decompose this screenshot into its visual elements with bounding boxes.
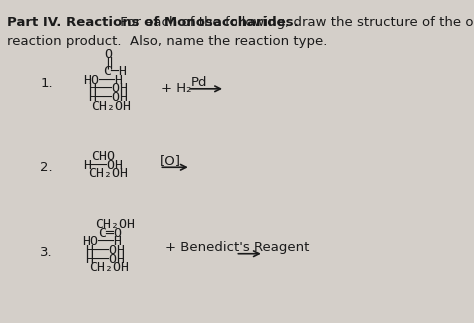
- Text: H──OH: H──OH: [85, 253, 125, 266]
- Text: CH₂OH: CH₂OH: [95, 218, 135, 231]
- Text: + Benedict's Reagent: + Benedict's Reagent: [165, 241, 309, 254]
- Text: HO──H: HO──H: [82, 235, 122, 248]
- Text: H──OH: H──OH: [88, 91, 128, 104]
- Text: [O]: [O]: [159, 154, 181, 167]
- Text: CH₂OH: CH₂OH: [88, 168, 128, 181]
- Text: 3.: 3.: [40, 246, 53, 259]
- Text: CH₂OH: CH₂OH: [89, 261, 129, 274]
- Text: Pd: Pd: [191, 76, 207, 89]
- Text: + H₂: + H₂: [161, 82, 191, 95]
- Text: 1.: 1.: [40, 77, 53, 89]
- Text: CH₂OH: CH₂OH: [91, 99, 131, 113]
- Text: C═O: C═O: [98, 227, 122, 240]
- Text: reaction product.  Also, name the reaction type.: reaction product. Also, name the reactio…: [8, 35, 328, 48]
- Text: HO──H: HO──H: [83, 74, 123, 87]
- Text: H──OH: H──OH: [83, 159, 123, 172]
- Text: C─H: C─H: [103, 65, 127, 78]
- Text: Part IV. Reactions of Monosaccharides.: Part IV. Reactions of Monosaccharides.: [8, 16, 299, 29]
- Text: O: O: [104, 48, 112, 61]
- Text: H──OH: H──OH: [85, 244, 125, 257]
- Text: For each of the following, draw the structure of the organic: For each of the following, draw the stru…: [116, 16, 474, 29]
- Text: 2.: 2.: [40, 162, 53, 174]
- Text: H──OH: H──OH: [88, 82, 128, 95]
- Text: ‖: ‖: [105, 57, 113, 69]
- Text: CHO: CHO: [91, 150, 115, 163]
